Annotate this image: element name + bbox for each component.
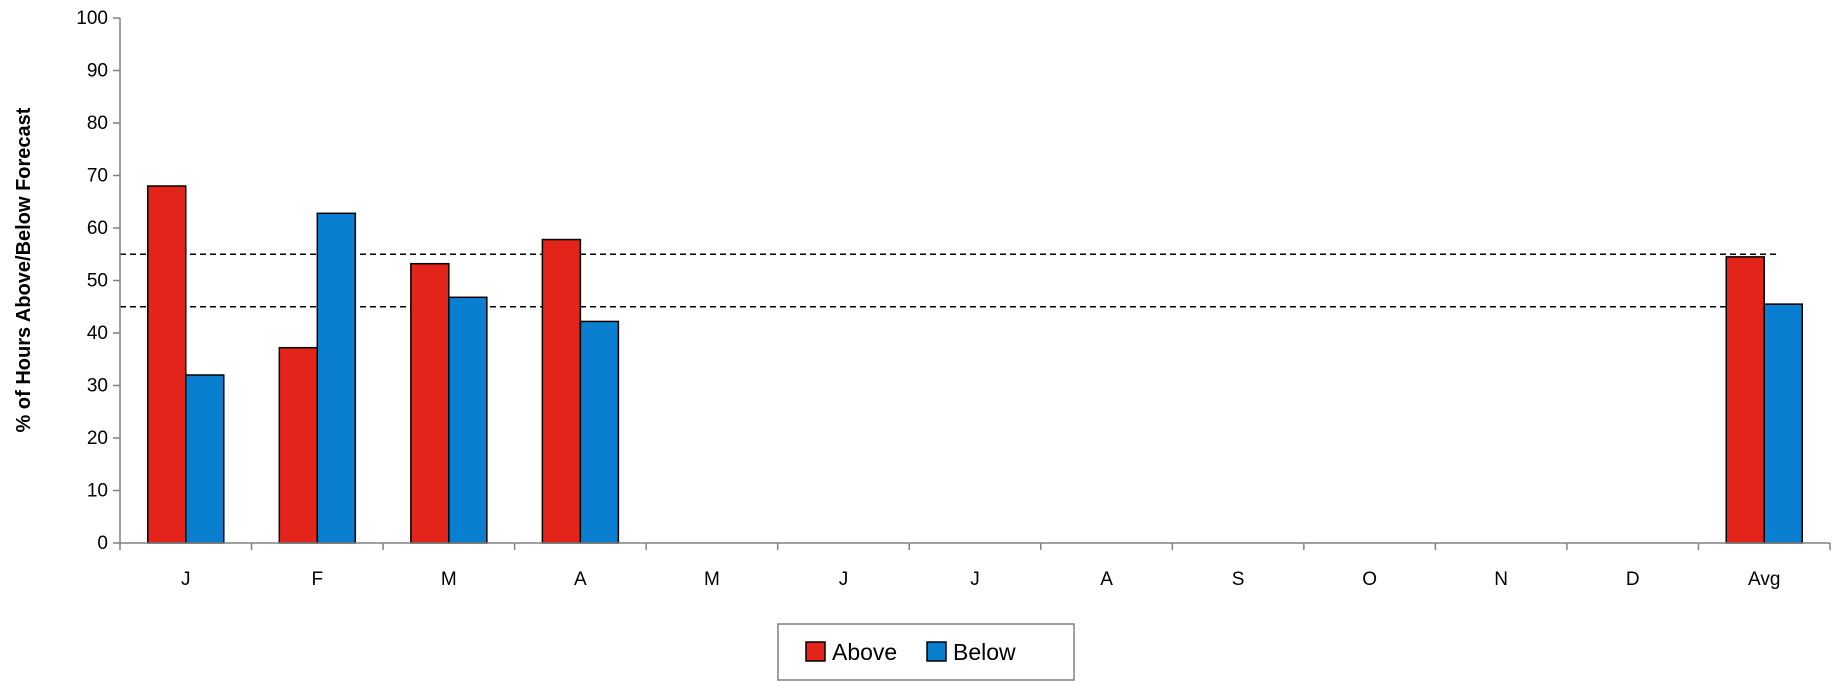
y-tick-label: 90 <box>87 61 108 82</box>
y-axis-title-group: % of Hours Above/Below Forecast <box>13 107 35 432</box>
x-tick-label: N <box>1494 569 1508 590</box>
reference-lines <box>120 253 1777 308</box>
legend-swatch-above <box>805 641 826 662</box>
bar-below <box>1763 303 1803 544</box>
y-axis-title: % of Hours Above/Below Forecast <box>13 107 35 432</box>
legend-box <box>777 623 1075 681</box>
x-tick-label: A <box>1100 569 1113 590</box>
y-tick-label: 30 <box>87 376 108 397</box>
bar-below <box>185 374 225 544</box>
y-tick-label: 40 <box>87 323 108 344</box>
x-tick-label: F <box>312 569 324 590</box>
x-tick-label: Avg <box>1748 569 1780 590</box>
legend-swatch-below <box>926 641 947 662</box>
y-tick-label: 80 <box>87 113 108 134</box>
axes <box>119 18 1830 544</box>
x-tick-label: J <box>970 569 980 590</box>
bar-above <box>1725 256 1765 544</box>
y-tick-label: 20 <box>87 428 108 449</box>
legend-label-above: Above <box>832 639 897 665</box>
bar-above <box>410 262 450 544</box>
y-axis-ticks: 0 10 20 30 40 50 60 70 80 90 100 <box>76 8 120 554</box>
legend-label-below: Below <box>953 639 1016 665</box>
x-tick-label: M <box>441 569 457 590</box>
bar-below <box>448 296 488 544</box>
x-tick-label: A <box>574 569 587 590</box>
x-tick-label: S <box>1232 569 1245 590</box>
legend: Above Below <box>777 623 1075 681</box>
y-tick-label: 60 <box>87 218 108 239</box>
y-tick-label: 0 <box>97 533 108 554</box>
x-tick-label: J <box>181 569 191 590</box>
bar-above <box>278 346 319 544</box>
x-axis-ticks: J F M A M J J A S O N D Avg <box>119 543 1831 590</box>
y-tick-label: 10 <box>87 481 108 502</box>
x-tick-label: O <box>1362 569 1377 590</box>
y-tick-label: 100 <box>76 8 108 29</box>
bar-above <box>541 238 582 544</box>
bar-below <box>579 320 620 544</box>
x-tick-label: M <box>704 569 720 590</box>
x-tick-label: J <box>839 569 849 590</box>
bars <box>147 185 1803 544</box>
x-tick-label: D <box>1626 569 1640 590</box>
bar-below <box>316 212 357 544</box>
y-tick-label: 70 <box>87 166 108 187</box>
bar-above <box>147 185 187 544</box>
y-tick-label: 50 <box>87 271 108 292</box>
